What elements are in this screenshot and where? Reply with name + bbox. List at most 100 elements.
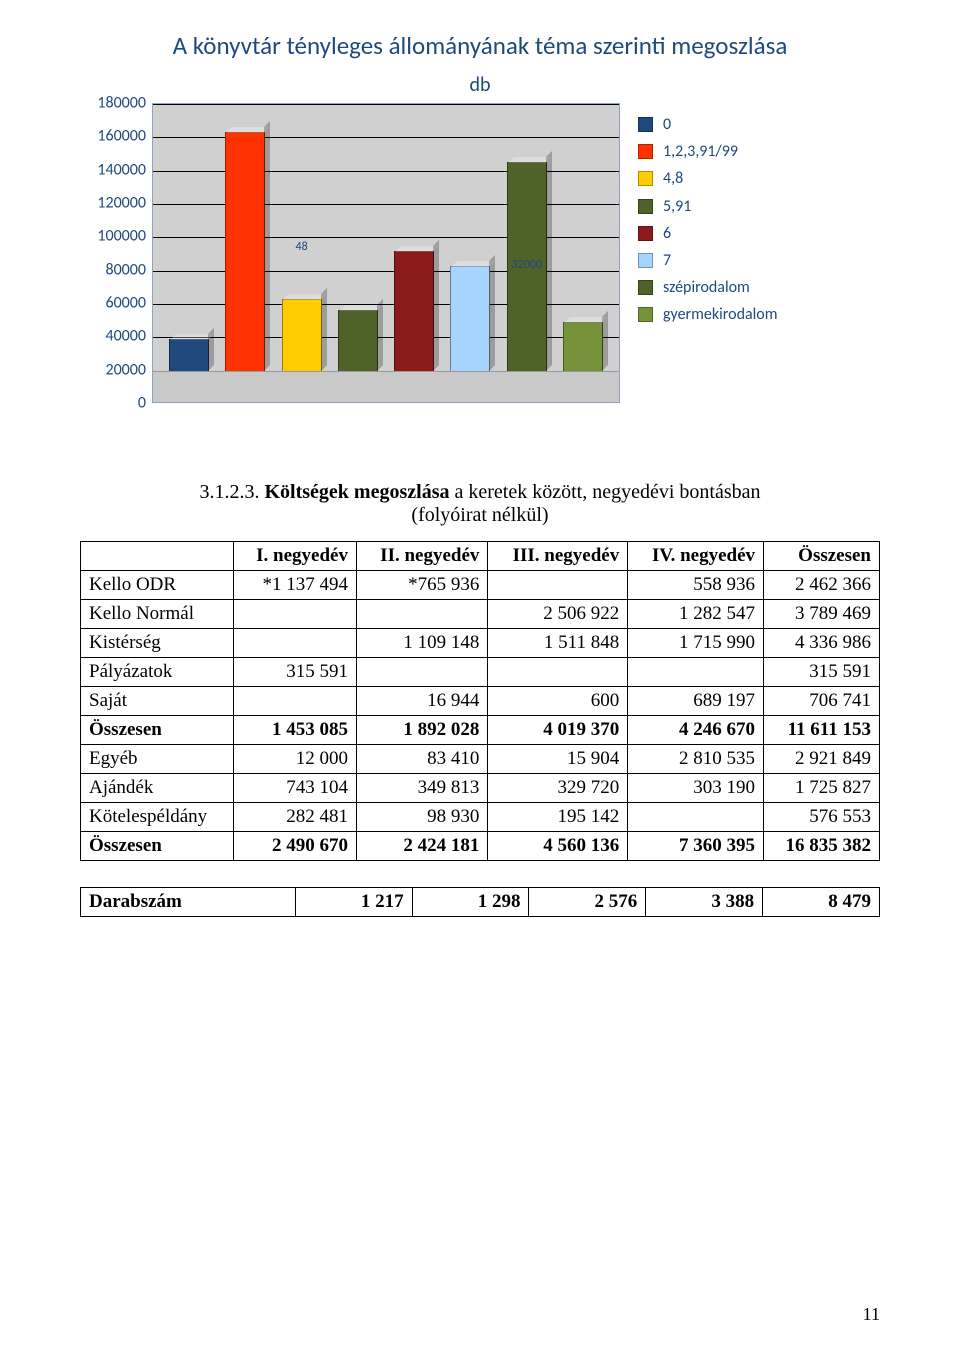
table-cell: 195 142 bbox=[488, 803, 628, 832]
table-cell: 15 904 bbox=[488, 745, 628, 774]
table-cell: 4 246 670 bbox=[628, 716, 764, 745]
table-cell: 2 424 181 bbox=[356, 832, 487, 861]
table-cell bbox=[233, 600, 356, 629]
table-cell: 1 282 547 bbox=[628, 600, 764, 629]
table-cell: 576 553 bbox=[764, 803, 880, 832]
table-cell: 16 944 bbox=[356, 687, 487, 716]
table-cell: 12 000 bbox=[233, 745, 356, 774]
legend-swatch bbox=[638, 171, 653, 186]
table-cell bbox=[356, 600, 487, 629]
table-cell: 600 bbox=[488, 687, 628, 716]
y-tick: 20000 bbox=[105, 360, 146, 379]
section-heading-bold: Költségek megoszlása bbox=[265, 481, 450, 503]
chart-area: 0200004000060000800001000001200001400001… bbox=[80, 103, 620, 433]
table-cell: 558 936 bbox=[628, 571, 764, 600]
table-cell: 1 217 bbox=[295, 888, 412, 917]
legend-item: szépirodalom bbox=[638, 274, 778, 301]
table-cell: 2 921 849 bbox=[764, 745, 880, 774]
section-heading-rest: a keretek között, negyedévi bontásban bbox=[449, 481, 760, 503]
table-cell: 743 104 bbox=[233, 774, 356, 803]
table-cell: 11 611 153 bbox=[764, 716, 880, 745]
table-cell: 1 725 827 bbox=[764, 774, 880, 803]
table-cell: 2 506 922 bbox=[488, 600, 628, 629]
table-cell: 98 930 bbox=[356, 803, 487, 832]
table-cell bbox=[233, 687, 356, 716]
chart-plot: 21000 48 32000 bbox=[152, 103, 620, 403]
bar-label: 48 bbox=[296, 240, 308, 254]
table-row: Összesen1 453 0851 892 0284 019 3704 246… bbox=[81, 716, 880, 745]
table-row: Pályázatok315 591315 591 bbox=[81, 658, 880, 687]
section-heading: 3.1.2.3. Költségek megoszlása a keretek … bbox=[80, 481, 880, 527]
legend-label: 6 bbox=[663, 220, 671, 247]
chart: 0200004000060000800001000001200001400001… bbox=[80, 103, 880, 433]
chart-bar bbox=[394, 251, 434, 372]
table-cell: 303 190 bbox=[628, 774, 764, 803]
table-cell: 1 109 148 bbox=[356, 629, 487, 658]
bar-label: 21000 bbox=[174, 348, 204, 362]
row-label: Összesen bbox=[81, 832, 234, 861]
legend-label: szépirodalom bbox=[663, 274, 750, 301]
table-cell: 4 336 986 bbox=[764, 629, 880, 658]
chart-bars: 21000 48 32000 bbox=[153, 104, 619, 372]
table-cell: 8 479 bbox=[763, 888, 880, 917]
table-cell: 1 892 028 bbox=[356, 716, 487, 745]
count-table: Darabszám1 2171 2982 5763 3888 479 bbox=[80, 887, 880, 917]
y-tick: 100000 bbox=[97, 227, 146, 246]
legend-label: 1,2,3,91/99 bbox=[663, 138, 738, 165]
costs-table: I. negyedévII. negyedévIII. negyedévIV. … bbox=[80, 541, 880, 861]
y-tick: 60000 bbox=[105, 294, 146, 313]
chart-bar: 32000 bbox=[507, 162, 547, 372]
table-cell: 2 576 bbox=[529, 888, 646, 917]
table-row: Összesen2 490 6702 424 1814 560 1367 360… bbox=[81, 832, 880, 861]
table-header: IV. negyedév bbox=[628, 542, 764, 571]
y-tick: 40000 bbox=[105, 327, 146, 346]
legend-swatch bbox=[638, 199, 653, 214]
legend-swatch bbox=[638, 280, 653, 295]
table-cell: *765 936 bbox=[356, 571, 487, 600]
table-cell: 2 462 366 bbox=[764, 571, 880, 600]
legend-swatch bbox=[638, 117, 653, 132]
legend-label: 0 bbox=[663, 111, 671, 138]
table-cell bbox=[233, 629, 356, 658]
table-cell bbox=[488, 571, 628, 600]
table-row: Kistérség1 109 1481 511 8481 715 9904 33… bbox=[81, 629, 880, 658]
legend-item: 5,91 bbox=[638, 193, 778, 220]
legend-label: gyermekirodalom bbox=[663, 301, 778, 328]
table-cell: 706 741 bbox=[764, 687, 880, 716]
y-tick: 180000 bbox=[97, 94, 146, 113]
row-label: Darabszám bbox=[81, 888, 296, 917]
section-heading-prefix: 3.1.2.3. bbox=[200, 481, 265, 503]
table-cell: 315 591 bbox=[233, 658, 356, 687]
y-tick: 160000 bbox=[97, 127, 146, 146]
row-label: Egyéb bbox=[81, 745, 234, 774]
legend-label: 4,8 bbox=[663, 165, 683, 192]
legend-item: 0 bbox=[638, 111, 778, 138]
table-row: Kötelespéldány282 48198 930195 142576 55… bbox=[81, 803, 880, 832]
chart-bar bbox=[450, 266, 490, 372]
table-cell bbox=[628, 658, 764, 687]
table-cell: 1 511 848 bbox=[488, 629, 628, 658]
table-cell: *1 137 494 bbox=[233, 571, 356, 600]
table-cell: 1 453 085 bbox=[233, 716, 356, 745]
legend-label: 5,91 bbox=[663, 193, 691, 220]
table-row: Saját16 944600689 197706 741 bbox=[81, 687, 880, 716]
chart-y-axis: 0200004000060000800001000001200001400001… bbox=[80, 103, 152, 433]
chart-bar bbox=[338, 310, 378, 372]
table-cell: 689 197 bbox=[628, 687, 764, 716]
legend-swatch bbox=[638, 144, 653, 159]
chart-subtitle: db bbox=[80, 73, 880, 97]
row-label: Kello Normál bbox=[81, 600, 234, 629]
legend-swatch bbox=[638, 307, 653, 322]
table-cell: 3 789 469 bbox=[764, 600, 880, 629]
legend-swatch bbox=[638, 226, 653, 241]
table-cell: 7 360 395 bbox=[628, 832, 764, 861]
table-cell: 329 720 bbox=[488, 774, 628, 803]
table-cell: 1 298 bbox=[412, 888, 529, 917]
y-tick: 80000 bbox=[105, 260, 146, 279]
legend-item: 1,2,3,91/99 bbox=[638, 138, 778, 165]
legend-item: gyermekirodalom bbox=[638, 301, 778, 328]
row-label: Összesen bbox=[81, 716, 234, 745]
chart-title: A könyvtár tényleges állományának téma s… bbox=[80, 30, 880, 61]
chart-plot-floor bbox=[153, 371, 619, 402]
chart-bar bbox=[563, 322, 603, 372]
